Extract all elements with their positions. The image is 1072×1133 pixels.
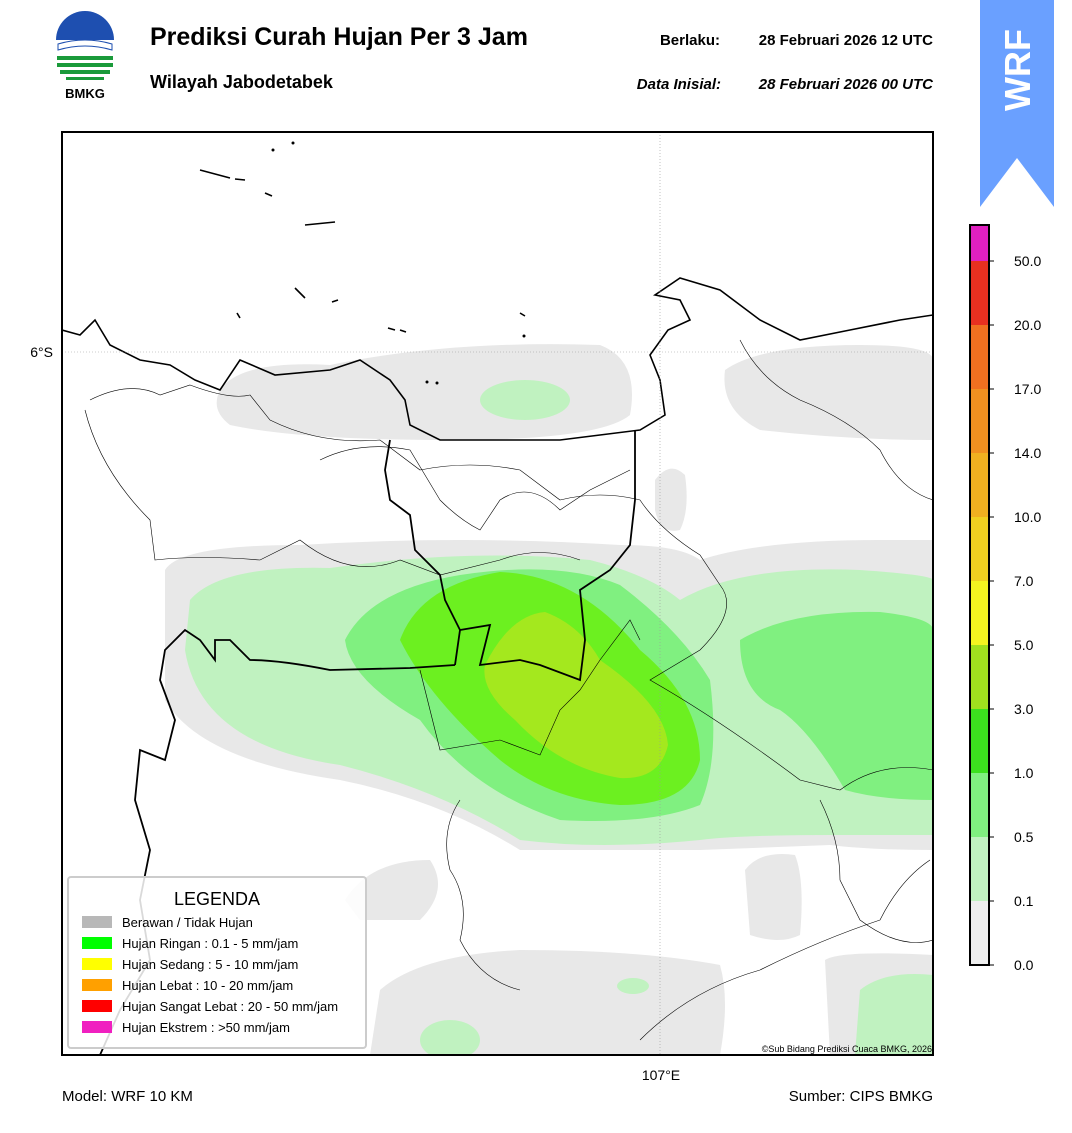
valid-label: Berlaku: <box>660 32 720 49</box>
province-borders <box>99 430 636 1055</box>
colorbar: 0.0 0.1 0.5 1.0 3.0 5.0 7.0 10.0 14.0 17.0 20.0 50.… <box>969 224 1041 973</box>
title: Prediksi Curah Hujan Per 3 Jam <box>150 23 528 51</box>
logo: BMKG <box>56 11 114 101</box>
legend-swatch <box>82 937 112 949</box>
colorbar-segment <box>970 453 989 517</box>
rain-heavy <box>484 612 668 779</box>
map-frame <box>61 131 934 1056</box>
colorbar-label: 10.0 <box>1014 509 1041 525</box>
coastline <box>62 141 933 441</box>
admin-borders <box>84 339 933 1041</box>
logo-text: BMKG <box>65 86 105 101</box>
colorbar-segment <box>970 517 989 581</box>
legend-label: Hujan Sangat Lebat : 20 - 50 mm/jam <box>122 999 338 1014</box>
colorbar-label: 50.0 <box>1014 253 1041 269</box>
colorbar-segment <box>970 581 989 645</box>
legend: LEGENDA Berawan / Tidak Hujan Hujan Ringa… <box>67 876 367 1049</box>
colorbar-frame <box>969 224 990 966</box>
colorbar-segment <box>970 901 989 965</box>
colorbar-segment <box>970 225 989 261</box>
legend-label: Hujan Ringan : 0.1 - 5 mm/jam <box>122 936 298 951</box>
map: 6°S 107°E ©Sub Bidang Prediksi Cuaca BMK… <box>30 131 934 1083</box>
legend-swatch <box>82 1021 112 1033</box>
legend-swatch <box>82 958 112 970</box>
legend-label: Berawan / Tidak Hujan <box>122 915 253 930</box>
colorbar-segment <box>970 261 989 325</box>
legend-swatch <box>82 1000 112 1012</box>
subtitle: Wilayah Jabodetabek <box>150 72 334 92</box>
legend-swatch <box>82 979 112 991</box>
copyright: ©Sub Bidang Prediksi Cuaca BMKG, 2026 <box>762 1044 932 1054</box>
init-time: 28 Februari 2026 00 UTC <box>758 76 934 93</box>
colorbar-segment <box>970 645 989 709</box>
legend-label: Hujan Lebat : 10 - 20 mm/jam <box>122 978 293 993</box>
colorbar-label: 0.0 <box>1014 957 1034 973</box>
footer-source: Sumber: CIPS BMKG <box>789 1088 933 1105</box>
footer-model: Model: WRF 10 KM <box>62 1088 193 1105</box>
valid-time: 28 Februari 2026 12 UTC <box>759 32 933 49</box>
colorbar-label: 0.1 <box>1014 893 1034 909</box>
init-label: Data Inisial: <box>637 76 721 93</box>
legend-title: LEGENDA <box>174 889 260 909</box>
colorbar-segment <box>970 389 989 453</box>
colorbar-label: 20.0 <box>1014 317 1041 333</box>
legend-label: Hujan Sedang : 5 - 10 mm/jam <box>122 957 298 972</box>
colorbar-label: 1.0 <box>1014 765 1034 781</box>
colorbar-label: 14.0 <box>1014 445 1041 461</box>
legend-label: Hujan Ekstrem : >50 mm/jam <box>122 1020 290 1035</box>
colorbar-label: 3.0 <box>1014 701 1034 717</box>
badge-text: WRF <box>997 29 1038 111</box>
colorbar-segment <box>970 773 989 837</box>
colorbar-label: 0.5 <box>1014 829 1034 845</box>
badge <box>980 0 1054 207</box>
colorbar-segment <box>970 837 989 901</box>
colorbar-label: 17.0 <box>1014 381 1041 397</box>
colorbar-label: 7.0 <box>1014 573 1034 589</box>
colorbar-segment <box>970 325 989 389</box>
lon-label: 107°E <box>642 1067 680 1083</box>
colorbar-label: 5.0 <box>1014 637 1034 653</box>
legend-swatch <box>82 916 112 928</box>
colorbar-segment <box>970 709 989 773</box>
lat-label: 6°S <box>30 344 53 360</box>
